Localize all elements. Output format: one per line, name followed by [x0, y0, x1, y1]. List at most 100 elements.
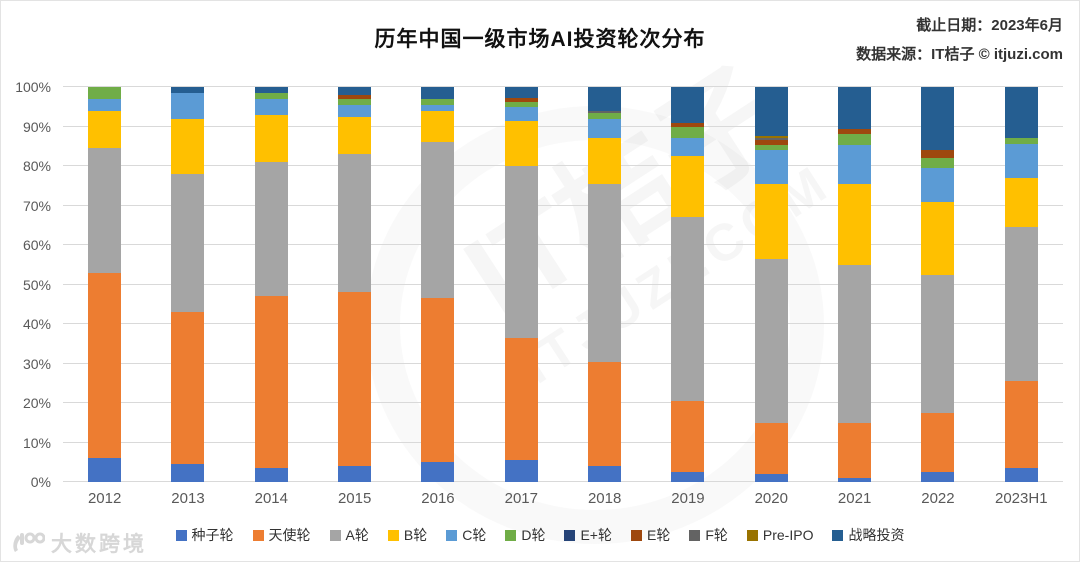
legend-label: C轮: [462, 527, 487, 543]
bar-2013: [171, 87, 205, 482]
legend-label: A轮: [345, 527, 369, 543]
segment-天使轮: [921, 412, 955, 473]
y-axis: 0% 10% 20% 30% 40% 50% 60% 70% 80% 90% 100%: [1, 79, 55, 490]
brand-name: 大数跨境: [51, 533, 147, 556]
legend-label: E轮: [646, 527, 671, 543]
segment-B轮: [921, 201, 955, 275]
cutoff-date-label: 截止日期：2023年6月: [916, 17, 1063, 34]
legend-label: Pre-IPO: [762, 527, 814, 543]
segment-E轮: [838, 128, 872, 134]
plot-area: [63, 86, 1063, 482]
segment-战略投资: [254, 87, 288, 93]
segment-C轮: [254, 98, 288, 115]
segment-天使轮: [838, 422, 872, 479]
segment-战略投资: [1004, 87, 1038, 139]
chart-title: 历年中国一级市场AI投资轮次分布: [374, 28, 706, 51]
segment-B轮: [754, 183, 788, 259]
segment-A轮: [421, 142, 455, 299]
y-tick-label: 80%: [22, 158, 51, 174]
bar-2017: [504, 87, 538, 482]
y-tick-label: 40%: [22, 316, 51, 332]
bar-2016: [421, 87, 455, 482]
segment-天使轮: [504, 337, 538, 461]
segment-B轮: [88, 110, 122, 149]
segment-战略投资: [338, 87, 372, 95]
y-tick-label: 30%: [22, 355, 51, 372]
segment-战略投资: [838, 87, 872, 129]
segment-A轮: [88, 148, 122, 273]
segment-天使轮: [421, 298, 455, 463]
segment-D轮: [1004, 138, 1038, 145]
bar-2021: [838, 87, 872, 482]
segment-D轮: [504, 102, 538, 107]
bar-2014: [254, 87, 288, 482]
legend-label: 天使轮: [268, 527, 311, 543]
legend-swatch: [689, 529, 701, 541]
segment-D轮: [338, 98, 372, 105]
x-tick-label: 2020: [754, 490, 788, 507]
y-tick-label: 20%: [22, 395, 51, 411]
y-tick-label: 90%: [22, 118, 51, 135]
x-tick-label: 2022: [921, 490, 955, 507]
segment-战略投资: [671, 87, 705, 123]
segment-天使轮: [671, 401, 705, 473]
segment-A轮: [588, 183, 622, 362]
bar-slot: [63, 87, 146, 482]
legend-item-F轮: F轮: [689, 525, 728, 545]
segment-种子轮: [254, 468, 288, 482]
segment-天使轮: [171, 312, 205, 465]
bars-row: [63, 87, 1063, 482]
segment-种子轮: [421, 462, 455, 482]
segment-B轮: [421, 110, 455, 143]
bar-slot: [146, 87, 229, 482]
segment-C轮: [588, 118, 622, 139]
bar-slot: [646, 87, 729, 482]
legend-label: 战略投资: [848, 527, 905, 543]
legend-label: E+轮: [580, 527, 612, 543]
legend-item-B轮: B轮: [387, 525, 428, 545]
bar-2015: [338, 87, 372, 482]
segment-A轮: [504, 166, 538, 338]
y-tick-label: 10%: [22, 434, 51, 451]
y-tick-label: 0%: [30, 474, 51, 490]
segment-C轮: [504, 106, 538, 121]
segment-C轮: [921, 168, 955, 202]
segment-E轮: [504, 98, 538, 103]
legend-swatch: [175, 529, 187, 541]
segment-C轮: [338, 104, 372, 117]
segment-B轮: [671, 156, 705, 218]
brand-logo-icon: [13, 532, 45, 552]
segment-E轮: [671, 122, 705, 127]
legend-swatch: [329, 529, 341, 541]
segment-E轮: [754, 139, 788, 146]
segment-D轮: [838, 133, 872, 146]
segment-D轮: [254, 92, 288, 99]
segment-种子轮: [921, 472, 955, 482]
legend-swatch: [505, 529, 517, 541]
legend-label: D轮: [521, 527, 546, 543]
legend-item-A轮: A轮: [329, 525, 369, 545]
segment-F轮: [754, 138, 788, 140]
legend-swatch: [832, 529, 844, 541]
legend-label: B轮: [403, 527, 428, 543]
segment-B轮: [338, 116, 372, 155]
segment-A轮: [754, 258, 788, 423]
segment-E轮: [338, 94, 372, 99]
segment-A轮: [671, 217, 705, 402]
segment-天使轮: [754, 422, 788, 475]
segment-天使轮: [254, 296, 288, 469]
bar-slot: [730, 87, 813, 482]
gridline: [63, 441, 1063, 443]
segment-B轮: [504, 120, 538, 167]
bar-slot: [980, 87, 1063, 482]
legend: 种子轮 天使轮 A轮 B轮 C轮 D轮 E+轮 E轮 F轮 Pre-IPO 战略投资: [1, 525, 1079, 545]
segment-种子轮: [88, 458, 122, 482]
segment-E轮: [921, 150, 955, 159]
bar-slot: [896, 87, 979, 482]
bar-slot: [230, 87, 313, 482]
bar-2018: [588, 87, 622, 482]
brand-watermark: 大数跨境: [11, 528, 147, 558]
gridline: [63, 244, 1063, 245]
segment-C轮: [1004, 144, 1038, 178]
